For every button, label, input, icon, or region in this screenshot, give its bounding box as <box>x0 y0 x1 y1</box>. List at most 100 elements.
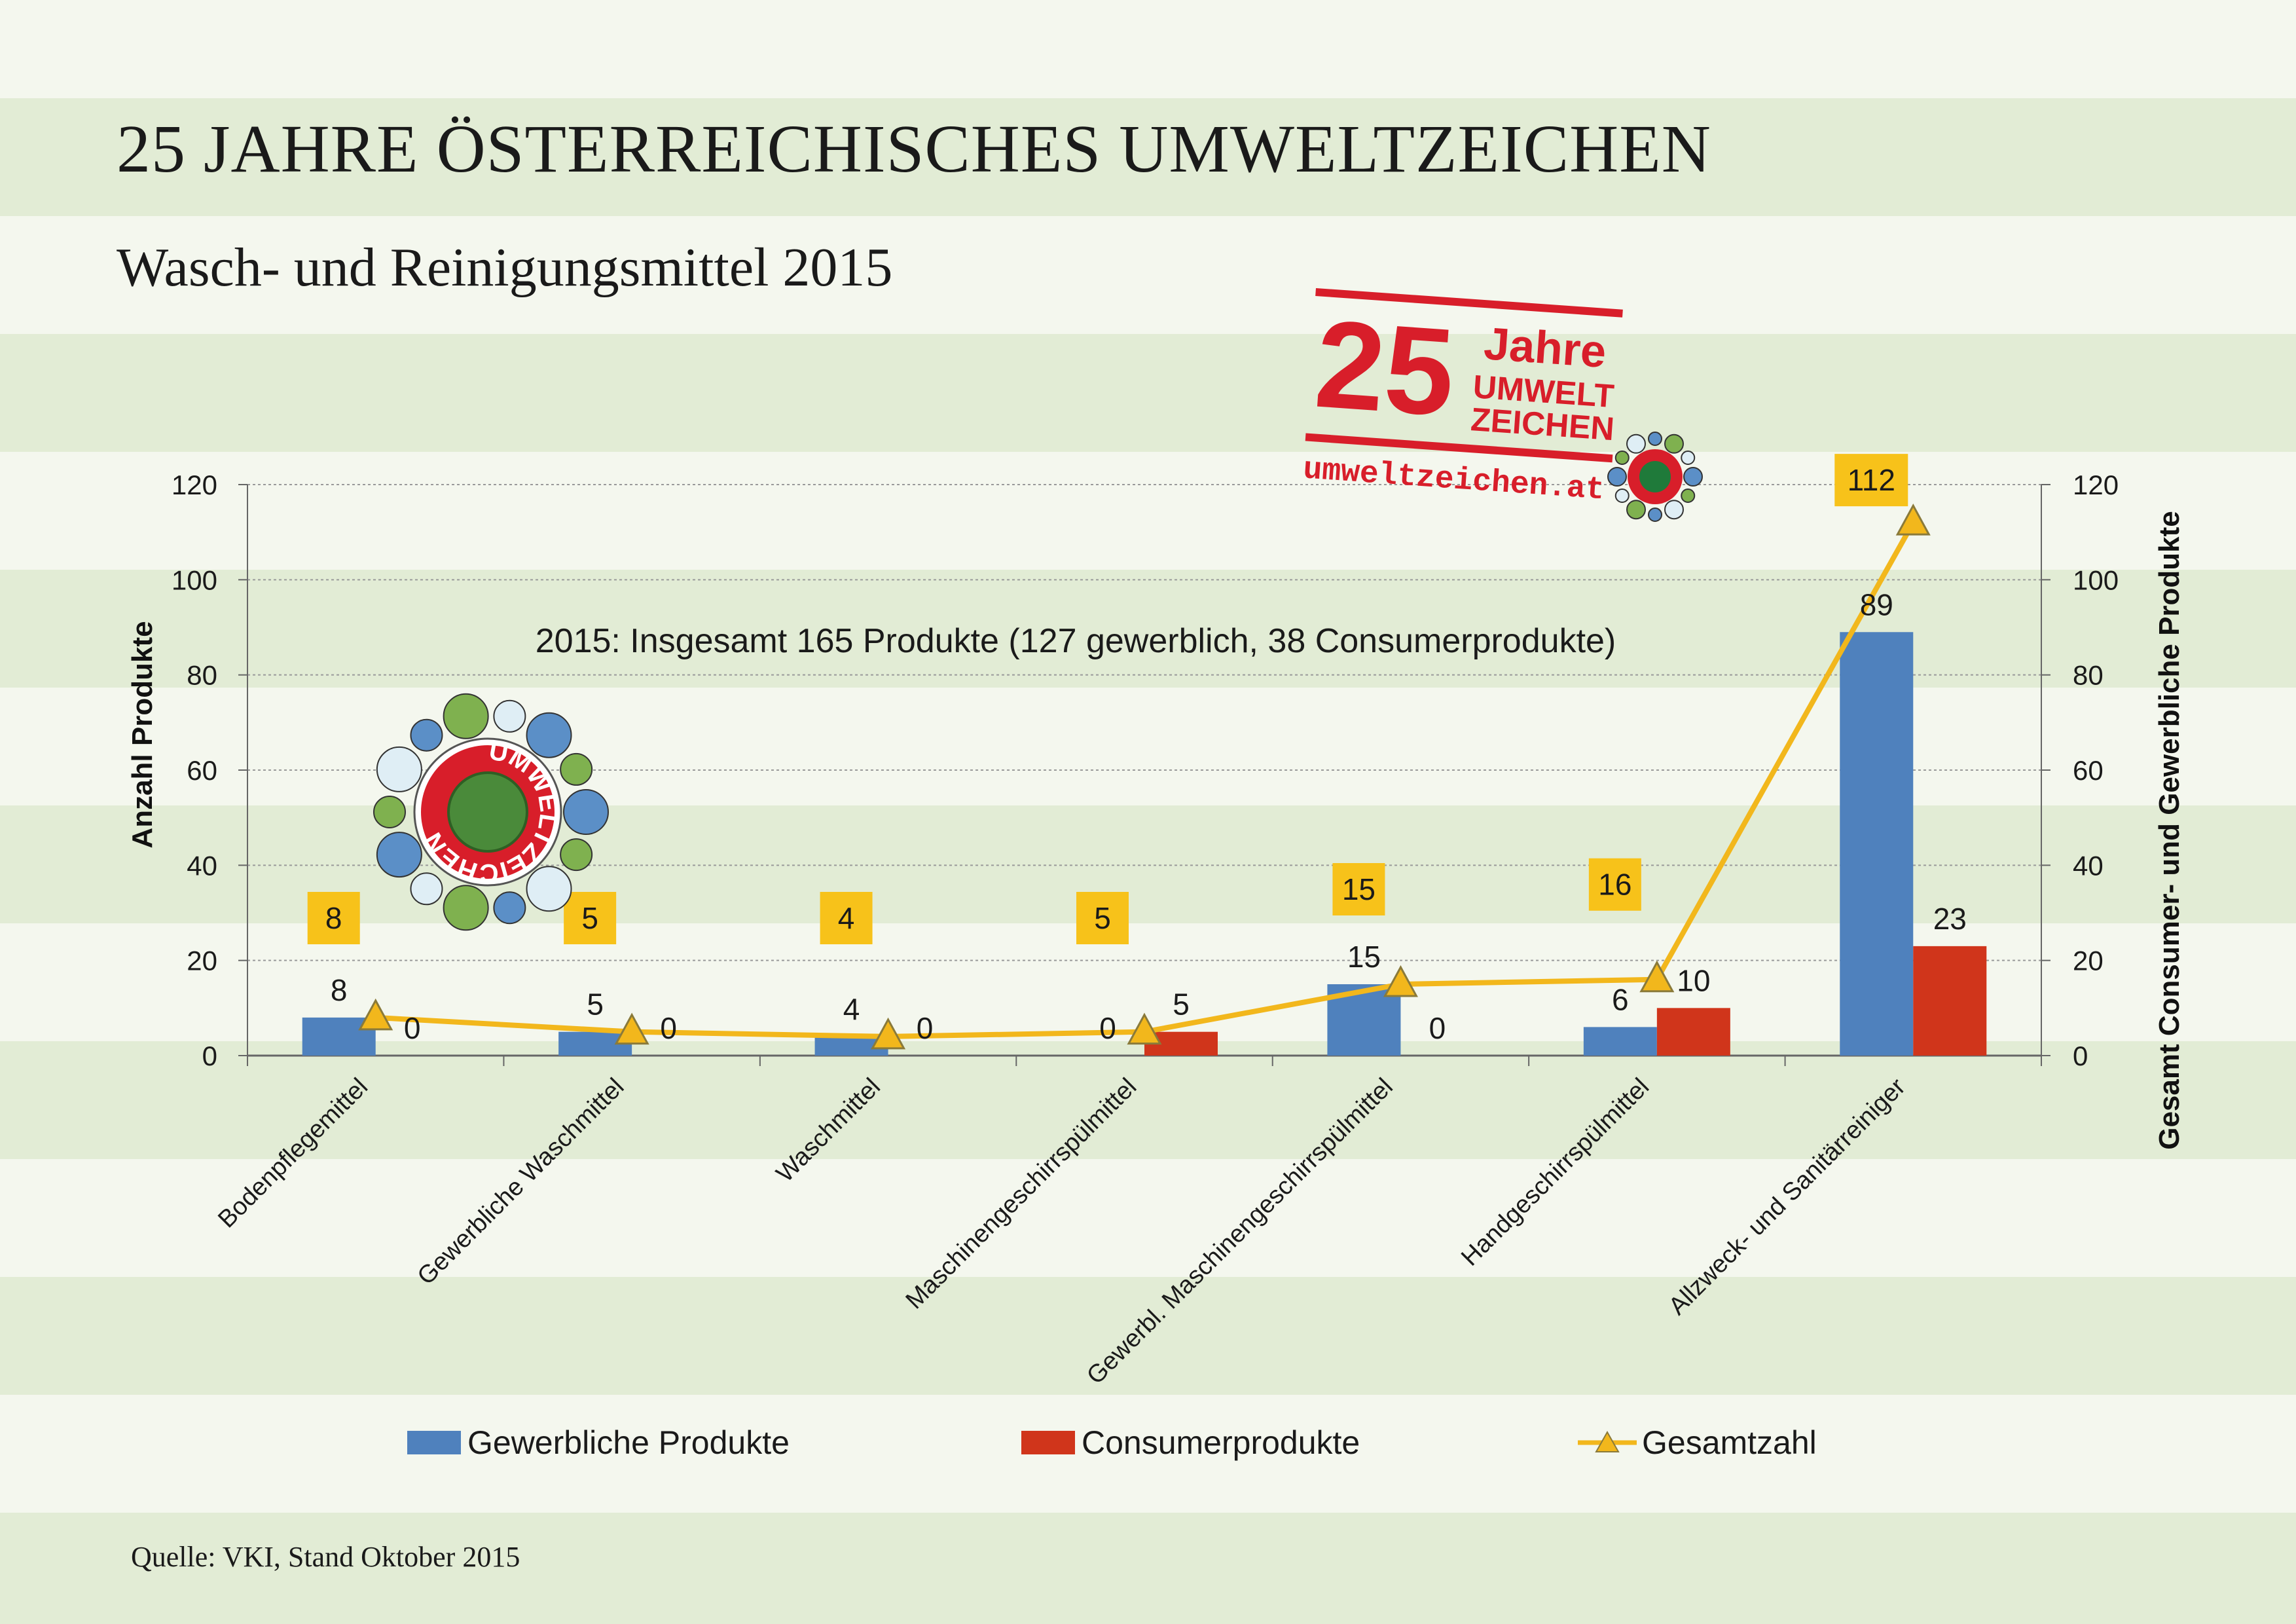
data-label-gesamtzahl: 8 <box>325 901 342 935</box>
logo-petal <box>1664 500 1684 520</box>
logo-petal <box>1681 489 1696 503</box>
data-label-gewerbliche: 8 <box>331 973 348 1007</box>
logo-petal <box>493 699 526 733</box>
y-tick-label: 100 <box>172 564 217 595</box>
background-stripe <box>0 1277 2296 1395</box>
bar-consumerprodukte <box>1656 1008 1730 1056</box>
x-tick-label: Gewerbliche Waschmittel <box>412 1073 630 1291</box>
data-label-box-gesamtzahl <box>307 892 360 944</box>
logo-petal <box>560 752 593 786</box>
logo-petal <box>493 891 526 925</box>
logo-petal <box>526 866 572 912</box>
page-title: 25 JAHRE ÖSTERREICHISCHES UMWELTZEICHEN <box>117 111 1711 187</box>
logo-petal <box>376 832 422 878</box>
logo-petal <box>443 693 489 739</box>
background-stripe <box>0 1041 2296 1159</box>
y-tick-label: 120 <box>172 470 217 500</box>
legend-label-gesamt: Gesamtzahl <box>1642 1424 1817 1461</box>
data-label-consumer: 0 <box>917 1011 934 1045</box>
x-tick-label: Bodenpflegemittel <box>213 1073 373 1234</box>
logo-petal <box>1648 507 1662 522</box>
data-label-gesamtzahl: 16 <box>1598 868 1631 902</box>
data-label-consumer: 0 <box>404 1011 421 1045</box>
chart-data-labels: 8 0 5 0 4 0 0 5 15 0 6 10 89 23 8 5 4 5 15 16 112 <box>307 454 1967 1045</box>
logo-petal <box>560 838 593 872</box>
data-label-gewerbliche: 89 <box>1860 587 1893 621</box>
umweltzeichen-logo: UMWELTZEICHEN <box>373 693 609 931</box>
data-label-gesamtzahl: 112 <box>1848 463 1895 497</box>
data-label-box-gesamtzahl <box>820 892 873 944</box>
data-label-gesamtzahl: 15 <box>1342 872 1376 906</box>
legend-item-gewerblich: Gewerbliche Produkte <box>407 1420 790 1466</box>
logo-petal <box>410 718 443 752</box>
data-label-consumer: 0 <box>1429 1011 1446 1045</box>
legend-label-consumer: Consumerprodukte <box>1082 1424 1360 1461</box>
data-label-gesamtzahl: 4 <box>838 901 855 935</box>
logo-petal <box>1664 434 1684 454</box>
background-stripe <box>0 1513 2296 1624</box>
logo-petal <box>1614 489 1630 503</box>
data-label-consumer: 23 <box>1933 902 1967 936</box>
bar-consumerprodukte <box>1913 946 1987 1056</box>
background-stripe <box>0 98 2296 216</box>
x-tick-label: Maschinengeschirrspülmittel <box>901 1073 1142 1315</box>
y-axis-label: Anzahl Produkte <box>126 621 158 848</box>
legend-swatch-consumer <box>1021 1431 1075 1454</box>
logo-petal <box>1683 467 1703 487</box>
y2-tick-label: 40 <box>2073 850 2104 881</box>
y2-tick-label: 80 <box>2073 660 2104 691</box>
x-tick-label: Gewerbl. Maschinengeschirrspülmittel <box>1082 1073 1398 1390</box>
data-label-gesamtzahl: 5 <box>581 901 598 935</box>
data-label-box-gesamtzahl <box>1332 863 1385 915</box>
source-note: Quelle: VKI, Stand Oktober 2015 <box>131 1541 520 1573</box>
logo-petal <box>1614 451 1630 465</box>
data-label-gewerbliche: 4 <box>843 992 860 1026</box>
legend-line-marker-icon <box>1578 1430 1637 1452</box>
x-tick-label: Allzweck- und Sanitärreiniger <box>1664 1073 1911 1320</box>
data-label-gewerbliche: 5 <box>587 987 604 1022</box>
y2-tick-label: 20 <box>2073 946 2104 976</box>
stamp-word: Jahre <box>1482 318 1608 377</box>
bar-gewerbliche-produkte <box>1840 632 1914 1056</box>
data-label-box-gesamtzahl <box>564 892 617 944</box>
background-stripe <box>0 570 2296 688</box>
background-stripe <box>0 334 2296 452</box>
point-gesamtzahl <box>1895 504 1931 536</box>
logo-petal <box>1626 500 1646 520</box>
y-tick-label: 0 <box>202 1041 217 1071</box>
legend-item-gesamt: Gesamtzahl <box>1578 1420 1817 1466</box>
data-label-gesamtzahl: 5 <box>1094 901 1111 935</box>
point-gesamtzahl <box>358 998 393 1031</box>
logo-petal <box>1681 451 1696 465</box>
logo-petal <box>1607 467 1627 487</box>
bar-gewerbliche-produkte <box>1583 1027 1657 1056</box>
data-label-box-gesamtzahl <box>1588 858 1641 911</box>
logo-petal <box>526 712 572 758</box>
y-tick-label: 80 <box>187 660 217 691</box>
data-label-gewerbliche: 6 <box>1612 982 1629 1016</box>
data-label-box-gesamtzahl <box>1076 892 1129 944</box>
y-tick-label: 60 <box>187 755 217 786</box>
y2-tick-label: 60 <box>2073 755 2104 786</box>
logo-petal <box>1626 434 1646 454</box>
legend-swatch-gewerblich <box>407 1431 461 1454</box>
y2-tick-label: 0 <box>2073 1041 2088 1071</box>
point-gesamtzahl <box>1639 960 1675 993</box>
logo-petal <box>443 885 489 931</box>
point-gesamtzahl <box>1383 965 1418 997</box>
25-jahre-stamp: 25 Jahre UMWELT ZEICHEN umweltzeichen.at <box>1302 288 1623 508</box>
x-tick-label: Waschmittel <box>771 1073 886 1188</box>
data-label-consumer: 10 <box>1677 963 1710 997</box>
data-label-consumer: 0 <box>660 1011 677 1045</box>
legend-label-gewerblich: Gewerbliche Produkte <box>467 1424 790 1461</box>
line-gesamtzahl <box>375 521 1916 1039</box>
data-label-consumer: 5 <box>1173 987 1190 1022</box>
data-label-box-gesamtzahl <box>1834 454 1908 507</box>
data-label-gewerbliche: 15 <box>1347 940 1381 974</box>
y2-tick-label: 100 <box>2073 564 2119 595</box>
y2-tick-label: 120 <box>2073 470 2119 500</box>
x-tick-label: Handgeschirrspülmittel <box>1456 1073 1654 1272</box>
logo-petal <box>1648 432 1662 446</box>
